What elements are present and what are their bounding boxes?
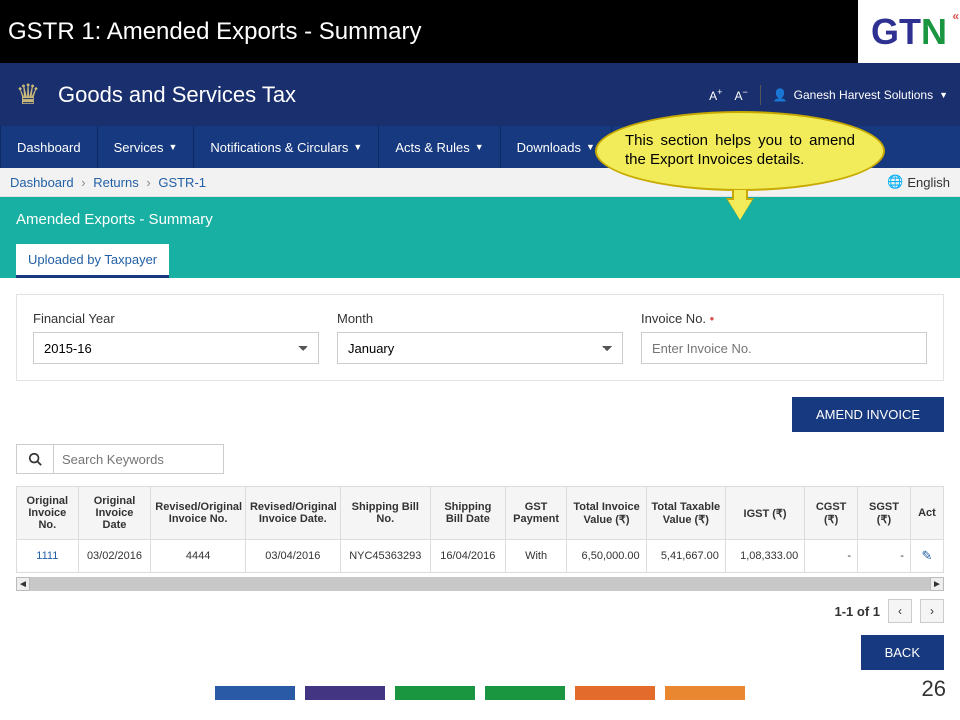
col-revised-invoice-date: Revised/Original Invoice Date.: [245, 487, 340, 540]
globe-icon: 🌐: [887, 174, 903, 190]
breadcrumb: Dashboard › Returns › GSTR-1: [10, 175, 206, 190]
financial-year-label: Financial Year: [33, 311, 319, 326]
next-page-button[interactable]: ›: [920, 599, 944, 623]
font-increase-button[interactable]: A+: [709, 87, 722, 103]
tab-uploaded-by-taxpayer[interactable]: Uploaded by Taxpayer: [16, 244, 169, 278]
chevron-down-icon: ▼: [939, 90, 948, 100]
nav-notifications[interactable]: Notifications & Circulars▼: [194, 126, 379, 168]
breadcrumb-returns[interactable]: Returns: [93, 175, 139, 190]
arrow-down-icon: [728, 200, 752, 220]
back-button[interactable]: BACK: [861, 635, 944, 670]
prev-page-button[interactable]: ‹: [888, 599, 912, 623]
month-select[interactable]: January: [337, 332, 623, 364]
cell-invoice-link[interactable]: 1111: [17, 540, 79, 573]
col-original-invoice-date: Original Invoice Date: [78, 487, 151, 540]
user-icon: 👤: [773, 88, 788, 102]
col-original-invoice-no: Original Invoice No.: [17, 487, 79, 540]
footer-bar: [395, 686, 475, 700]
chevron-down-icon: ▼: [353, 142, 362, 152]
breadcrumb-dashboard[interactable]: Dashboard: [10, 175, 74, 190]
pagination: 1-1 of 1 ‹ ›: [16, 599, 944, 623]
col-sgst: SGST (₹): [858, 487, 911, 540]
chevron-down-icon: ▼: [168, 142, 177, 152]
invoice-table: Original Invoice No. Original Invoice Da…: [16, 486, 944, 573]
footer-bar: [665, 686, 745, 700]
nav-acts-rules[interactable]: Acts & Rules▼: [379, 126, 500, 168]
breadcrumb-gstr1[interactable]: GSTR-1: [158, 175, 206, 190]
slide-header: GSTR 1: Amended Exports - Summary GTN « …: [0, 0, 960, 63]
chevron-left-icon: «: [952, 9, 959, 23]
help-callout: This section helps you to amend the Expo…: [595, 111, 885, 220]
col-total-taxable-value: Total Taxable Value (₹): [646, 487, 725, 540]
slide-title: GSTR 1: Amended Exports - Summary: [0, 18, 421, 46]
footer-bar: [305, 686, 385, 700]
footer-bar: [575, 686, 655, 700]
emblem-icon: ♛: [12, 74, 44, 116]
site-title: Goods and Services Tax: [58, 82, 296, 108]
table-row: 1111 03/02/2016 4444 03/04/2016 NYC45363…: [17, 540, 944, 573]
user-label: Ganesh Harvest Solutions: [794, 88, 933, 102]
invoice-no-label: Invoice No. •: [641, 311, 927, 326]
col-action: Act: [910, 487, 943, 540]
col-revised-invoice-no: Revised/Original Invoice No.: [151, 487, 246, 540]
pagination-text: 1-1 of 1: [834, 604, 880, 619]
chevron-down-icon: ▼: [586, 142, 595, 152]
font-decrease-button[interactable]: A−: [734, 87, 747, 103]
invoice-no-input[interactable]: [641, 332, 927, 364]
scroll-right-icon[interactable]: ►: [930, 577, 944, 591]
col-shipping-bill-date: Shipping Bill Date: [430, 487, 505, 540]
language-selector[interactable]: 🌐 English: [887, 174, 950, 190]
footer-bar: [485, 686, 565, 700]
col-shipping-bill-no: Shipping Bill No.: [340, 487, 430, 540]
pencil-icon: ✎: [921, 548, 932, 563]
col-igst: IGST (₹): [725, 487, 804, 540]
financial-year-select[interactable]: 2015-16: [33, 332, 319, 364]
scroll-left-icon[interactable]: ◄: [16, 577, 30, 591]
horizontal-scrollbar[interactable]: ◄ ►: [16, 577, 944, 591]
amend-invoice-button[interactable]: AMEND INVOICE: [792, 397, 944, 432]
col-total-invoice-value: Total Invoice Value (₹): [567, 487, 646, 540]
search-icon: [16, 444, 54, 474]
page-number: 26: [922, 676, 946, 702]
footer-bars: 26: [0, 680, 960, 702]
user-menu[interactable]: 👤 Ganesh Harvest Solutions ▼: [773, 88, 948, 102]
col-gst-payment: GST Payment: [505, 487, 567, 540]
edit-action[interactable]: ✎: [910, 540, 943, 573]
nav-dashboard[interactable]: Dashboard: [0, 126, 98, 168]
nav-services[interactable]: Services▼: [98, 126, 195, 168]
col-cgst: CGST (₹): [805, 487, 858, 540]
callout-text: This section helps you to amend the Expo…: [625, 132, 855, 170]
month-label: Month: [337, 311, 623, 326]
search-input[interactable]: [54, 444, 224, 474]
gstn-logo: GTN « »: [858, 0, 960, 63]
filter-panel: Financial Year 2015-16 Month January Inv…: [16, 294, 944, 381]
chevron-down-icon: ▼: [475, 142, 484, 152]
footer-bar: [215, 686, 295, 700]
